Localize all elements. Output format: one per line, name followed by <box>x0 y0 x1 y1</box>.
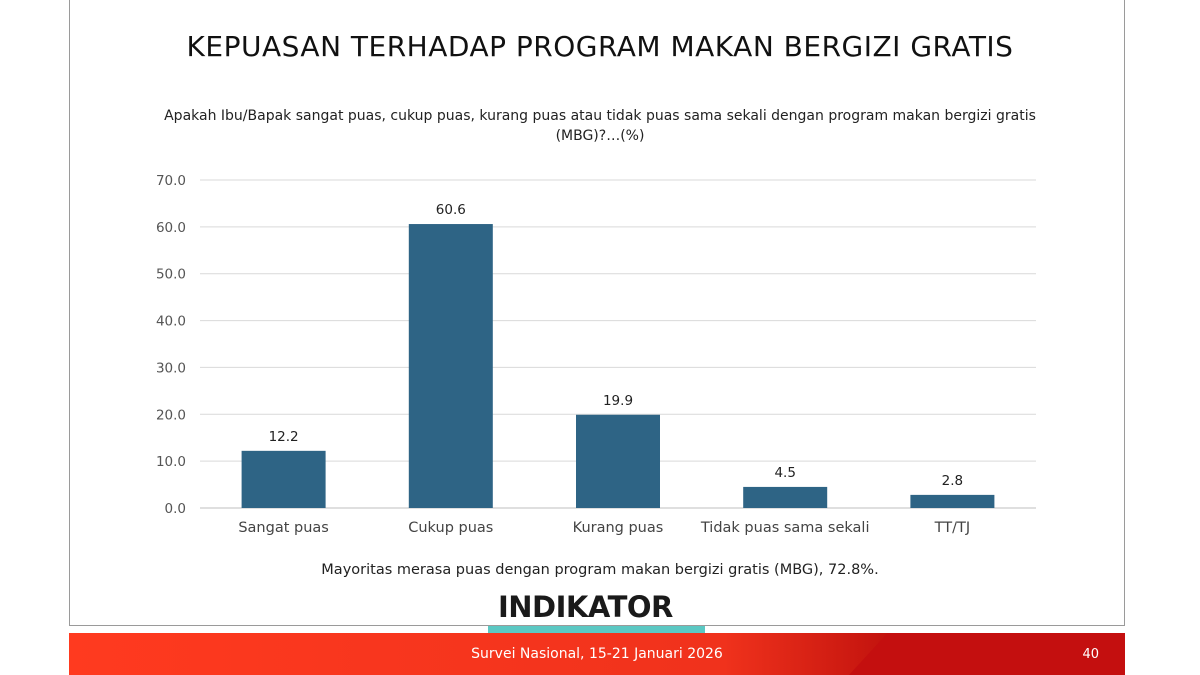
y-tick-label: 60.0 <box>156 220 186 236</box>
data-label: 2.8 <box>942 473 963 489</box>
y-tick-label: 20.0 <box>156 407 186 423</box>
bar <box>910 494 995 508</box>
x-tick-label: Sangat puas <box>238 520 329 536</box>
y-tick-label: 70.0 <box>156 173 186 189</box>
x-tick-label: Kurang puas <box>573 520 664 536</box>
y-tick-label: 10.0 <box>156 454 186 470</box>
slide-frame <box>69 0 1125 626</box>
bar <box>743 486 828 508</box>
y-tick-label: 40.0 <box>156 314 186 330</box>
data-label: 12.2 <box>269 429 299 445</box>
x-tick-label: Tidak puas sama sekali <box>700 520 870 536</box>
indikator-logo: INDIKATOR <box>498 590 673 624</box>
footer-wedge <box>849 633 1125 675</box>
y-tick-label: 50.0 <box>156 267 186 283</box>
slide-title: KEPUASAN TERHADAP PROGRAM MAKAN BERGIZI … <box>186 30 1014 63</box>
chart-question: Apakah Ibu/Bapak sangat puas, cukup puas… <box>164 108 1036 144</box>
page-number: 40 <box>1082 647 1099 662</box>
bar-chart: 0.0 10.0 20.0 30.0 40.0 50.0 60.0 70.0 12.2 Sanga… <box>156 173 1036 536</box>
chart-caption: Mayoritas merasa puas dengan program mak… <box>321 562 879 578</box>
x-tick-label: Cukup puas <box>408 520 493 536</box>
footer-bar: Survei Nasional, 15-21 Januari 2026 40 <box>69 633 1125 675</box>
bar <box>576 414 660 508</box>
footer-survey-text: Survei Nasional, 15-21 Januari 2026 <box>471 646 723 662</box>
data-label: 19.9 <box>603 393 633 409</box>
bar <box>241 450 326 508</box>
y-tick-label: 30.0 <box>156 360 186 376</box>
data-label: 4.5 <box>774 465 795 481</box>
x-tick-label: TT/TJ <box>934 520 970 536</box>
y-tick-label: 0.0 <box>165 501 186 517</box>
data-label: 60.6 <box>436 202 466 218</box>
bar <box>408 224 493 508</box>
